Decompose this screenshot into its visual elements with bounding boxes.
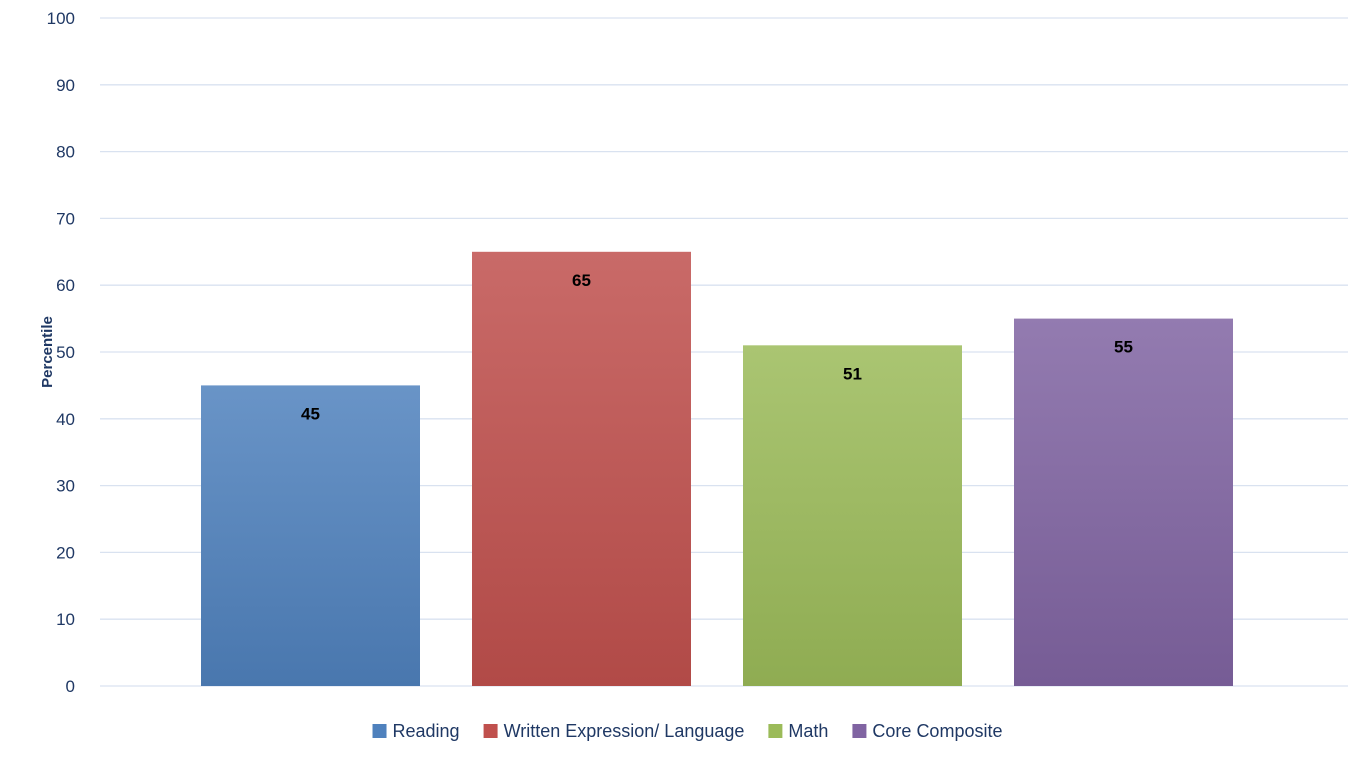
- y-tick-label: 30: [56, 477, 75, 496]
- y-tick-label: 40: [56, 410, 75, 429]
- data-label: 55: [1114, 338, 1133, 357]
- y-tick-label: 20: [56, 543, 75, 562]
- legend-label: Math: [788, 721, 828, 741]
- bar-written-expression-language: [472, 251, 691, 687]
- y-tick-label: 70: [56, 209, 75, 228]
- bar-core-composite: [1014, 318, 1233, 686]
- legend-label: Reading: [393, 721, 460, 741]
- bar-math: [743, 345, 962, 686]
- y-tick-label: 0: [66, 677, 75, 696]
- y-tick-label: 60: [56, 276, 75, 295]
- data-label: 51: [843, 364, 862, 383]
- legend-item: Core Composite: [852, 721, 1002, 741]
- legend-swatch: [483, 724, 498, 738]
- legend-swatch: [852, 724, 867, 738]
- y-tick-label: 100: [47, 9, 75, 28]
- legend-label: Core Composite: [872, 721, 1002, 741]
- legend-swatch: [372, 724, 387, 738]
- data-label: 65: [572, 271, 591, 290]
- legend-item: Written Expression/ Language: [483, 721, 745, 741]
- bar-reading: [201, 385, 420, 686]
- data-labels: 45 65 51 55: [301, 271, 1133, 424]
- legend-item: Reading: [372, 721, 460, 741]
- y-tick-label: 90: [56, 76, 75, 95]
- legend-swatch: [768, 724, 783, 738]
- bars: [201, 251, 1233, 687]
- y-axis-ticks: 0 10 20 30 40 50 60 70 80 90 100: [47, 9, 75, 696]
- legend: Reading Written Expression/ Language Math C…: [372, 721, 1002, 741]
- y-tick-label: 10: [56, 610, 75, 629]
- legend-item: Math: [768, 721, 828, 741]
- y-tick-label: 50: [56, 343, 75, 362]
- data-label: 45: [301, 404, 320, 423]
- legend-label: Written Expression/ Language: [504, 721, 745, 741]
- y-tick-label: 80: [56, 143, 75, 162]
- y-axis-title: Percentile: [39, 316, 56, 388]
